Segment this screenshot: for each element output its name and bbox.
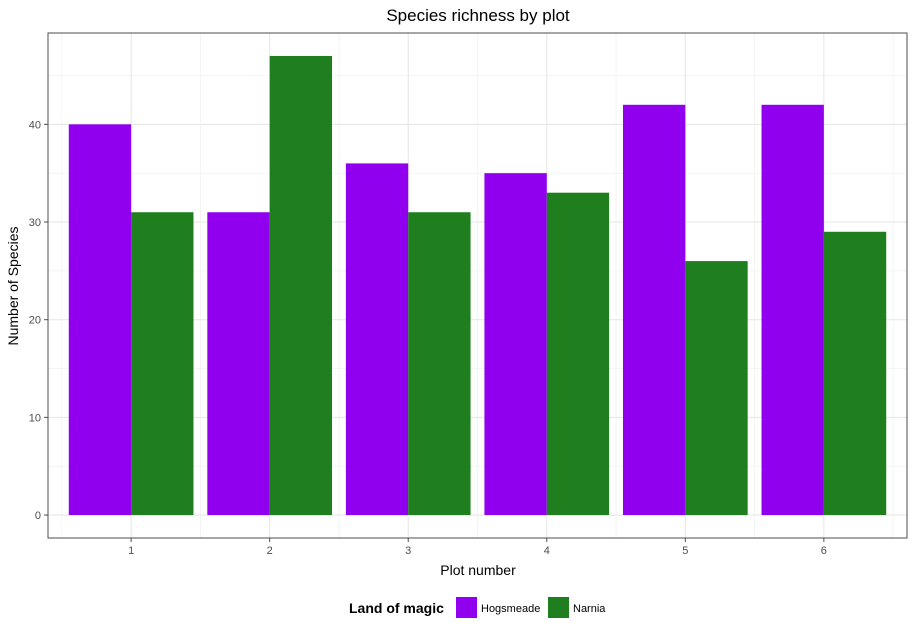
bars (68, 55, 887, 516)
x-tick-label: 1 (128, 545, 134, 557)
x-tick-label: 6 (821, 545, 827, 557)
y-tick-label: 0 (35, 510, 41, 522)
x-tick-label: 2 (267, 545, 273, 557)
x-tick-label: 5 (682, 545, 688, 557)
legend: Land of magic Hogsmeade Narnia (349, 597, 606, 618)
panel-border (47, 32, 908, 539)
y-tick-label: 10 (29, 412, 41, 424)
legend-key-hogsmeade (456, 597, 477, 618)
y-tick-label: 20 (29, 315, 41, 327)
chart-title: Species richness by plot (386, 6, 570, 25)
bar-narnia-plot-2 (269, 55, 333, 516)
bar-narnia-plot-1 (131, 212, 194, 516)
y-tick-label: 30 (29, 217, 41, 229)
x-tick-label: 4 (544, 545, 550, 557)
legend-title: Land of magic (349, 600, 444, 616)
bar-hogsmeade-plot-3 (345, 163, 409, 516)
legend-label-narnia: Narnia (573, 603, 606, 615)
y-axis-title: Number of Species (5, 226, 21, 345)
plot-panel (47, 32, 908, 539)
x-axis: 1 2 3 4 5 6 (128, 538, 827, 557)
y-tick-label: 40 (29, 119, 41, 131)
bar-hogsmeade-plot-1 (68, 124, 132, 516)
x-axis-title: Plot number (440, 562, 516, 578)
bar-hogsmeade-plot-5 (622, 104, 686, 516)
bar-hogsmeade-plot-2 (207, 212, 270, 516)
legend-key-narnia (548, 597, 569, 618)
bar-narnia-plot-5 (685, 261, 748, 516)
y-axis: 0 10 20 30 40 (29, 119, 48, 522)
bar-hogsmeade-plot-6 (761, 104, 824, 516)
bar-hogsmeade-plot-4 (484, 173, 547, 516)
bar-narnia-plot-3 (408, 212, 471, 516)
bar-narnia-plot-6 (823, 231, 887, 516)
bar-narnia-plot-4 (546, 192, 610, 516)
x-tick-label: 3 (405, 545, 411, 557)
legend-label-hogsmeade: Hogsmeade (481, 603, 540, 615)
